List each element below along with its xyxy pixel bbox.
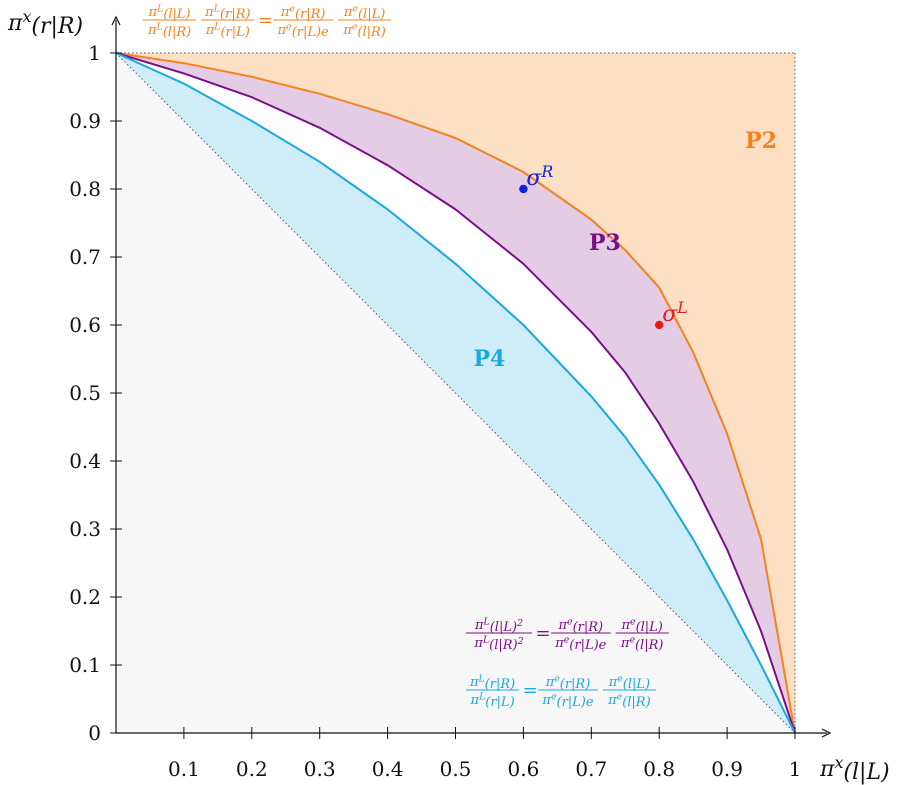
point-σr bbox=[519, 184, 528, 194]
curve-layer bbox=[115, 52, 796, 734]
x-tick-label: 0.3 bbox=[304, 757, 336, 781]
label-layer: P2 P3 P4 σR σL bbox=[474, 128, 777, 372]
point-label-σr: σR bbox=[526, 162, 553, 191]
series-line-1 bbox=[115, 52, 796, 734]
x-tick-label: 0.9 bbox=[711, 757, 743, 781]
y-tick-label: 0.1 bbox=[69, 653, 101, 677]
y-tick-label: 0.7 bbox=[69, 245, 101, 269]
x-tick-label: 0.7 bbox=[575, 757, 607, 781]
y-tick-label: 1 bbox=[88, 41, 101, 65]
eq2-lhs-1-numerator: πL(l|L)2 bbox=[474, 616, 523, 635]
x-tick-label: 0.5 bbox=[440, 757, 472, 781]
eq2-rhs-1-numerator: πe(r|R) bbox=[557, 616, 603, 635]
y-tick-label: 0.8 bbox=[69, 177, 101, 201]
eq2-rhs-1-denominator: πe(r|L)e bbox=[554, 634, 606, 653]
x-tick-label: 1 bbox=[789, 757, 802, 781]
region-label-p2: P2 bbox=[745, 128, 777, 154]
eq1-rhs-2-denominator: πe(l|R) bbox=[342, 21, 386, 40]
eq1-rhs-1-denominator: πe(r|L)e bbox=[277, 21, 329, 40]
eq3-lhs-1-denominator: πL(r|L) bbox=[470, 691, 515, 710]
y-tick-label: 0.2 bbox=[69, 585, 101, 609]
guide-layer bbox=[115, 52, 796, 734]
axis-layer: 0.1 0.2 0.3 0.4 0.5 0.6 0.7 0.8 0.9 1 0 0.1 0.2 0.3 0.… bbox=[7, 7, 890, 785]
y-tick-label: 0 bbox=[88, 721, 101, 745]
y-tick-label: 0.9 bbox=[69, 109, 101, 133]
x-tick-label: 0.1 bbox=[168, 757, 200, 781]
y-tick-label: 0.6 bbox=[69, 313, 101, 337]
eq2-rhs-2-numerator: πe(l|L) bbox=[620, 616, 662, 635]
x-tick-label: 0.4 bbox=[372, 757, 404, 781]
x-axis-title: πx(l|L) bbox=[819, 753, 890, 785]
eq3-operator: = bbox=[523, 680, 538, 701]
eq1-lhs-2-numerator: πL(r|R) bbox=[204, 3, 250, 22]
eq3-rhs-1-denominator: πe(r|L)e bbox=[541, 691, 593, 710]
series-line-3 bbox=[115, 52, 796, 734]
eq3-lhs-1-numerator: πL(r|R) bbox=[469, 673, 515, 692]
x-tick-label: 0.8 bbox=[643, 757, 675, 781]
eq1-lhs-1-denominator: πL(l|R) bbox=[147, 21, 191, 40]
point-σl bbox=[655, 320, 664, 330]
eq3-rhs-2-denominator: πe(l|R) bbox=[607, 691, 651, 710]
y-tick-label: 0.4 bbox=[69, 449, 101, 473]
eq1-rhs-2-numerator: πe(l|L) bbox=[343, 3, 385, 22]
y-axis-arrow bbox=[111, 15, 121, 26]
eq3-rhs-2-numerator: πe(l|L) bbox=[608, 673, 650, 692]
eq1-operator: = bbox=[258, 10, 273, 31]
y-tick-label: 0.5 bbox=[69, 381, 101, 405]
equation-3: πL(r|R)πL(r|L) = πe(r|R)πe(r|L)e πe(l|L)πe(… bbox=[466, 673, 656, 710]
region-p2-fill bbox=[116, 53, 795, 733]
y-axis-title: πx(r|R) bbox=[7, 7, 83, 39]
x-axis-arrow bbox=[821, 728, 832, 738]
y-tick-label: 0.3 bbox=[69, 517, 101, 541]
region-label-p4: P4 bbox=[474, 346, 506, 372]
equation-1: πL(l|L)πL(l|R) πL(r|R)πL(r|L) = πe(r|R)πe(r… bbox=[143, 3, 392, 40]
eq1-rhs-1-numerator: πe(r|R) bbox=[280, 3, 326, 22]
eq2-lhs-1-denominator: πL(l|R)2 bbox=[473, 634, 523, 653]
point-label-σl: σL bbox=[662, 298, 688, 327]
eq1-lhs-2-denominator: πL(r|L) bbox=[205, 21, 250, 40]
eq3-rhs-1-numerator: πe(r|R) bbox=[545, 673, 591, 692]
diagonal-guide bbox=[115, 52, 796, 734]
x-tick-label: 0.2 bbox=[236, 757, 268, 781]
series-line-2 bbox=[115, 52, 796, 734]
eq2-operator: = bbox=[535, 623, 550, 644]
eq1-lhs-1-numerator: πL(l|L) bbox=[148, 3, 191, 22]
equation-2: πL(l|L)2πL(l|R)2 = πe(r|R)πe(r|L)e πe(l|L)π… bbox=[466, 616, 669, 653]
equation-layer: πL(l|L)πL(l|R)πL(r|R)πL(r|L)= πe(r|R)πe(r… bbox=[143, 3, 669, 710]
eq2-rhs-2-denominator: πe(l|R) bbox=[620, 634, 664, 653]
x-tick-label: 0.6 bbox=[507, 757, 539, 781]
region-label-p3: P3 bbox=[589, 230, 621, 256]
region-p3-fill bbox=[116, 53, 795, 733]
